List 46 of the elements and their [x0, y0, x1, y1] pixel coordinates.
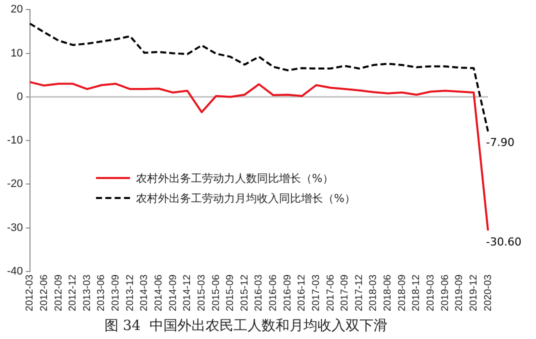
x-tick-label: 2012-06	[38, 274, 50, 312]
y-tick-label: -30	[6, 222, 23, 234]
line-series	[28, 22, 489, 132]
x-tick-label: 2017-03	[310, 274, 322, 312]
x-tick-label: 2014-09	[168, 274, 179, 312]
x-tick-label: 2014-06	[153, 274, 164, 312]
x-tick-label: 2012-03	[24, 274, 36, 312]
x-tick-label: 2014-12	[182, 274, 194, 312]
x-tick-label: 2016-03	[254, 274, 265, 312]
legend-label: 农村外出务工劳动力人数同比增长（%）	[136, 170, 334, 186]
y-tick-label: 0	[16, 90, 23, 103]
x-tick-label: 2017-06	[325, 274, 336, 312]
x-tick-label: 2012-09	[53, 274, 64, 312]
x-tick-label: 2012-12	[68, 274, 79, 312]
x-tick-label: 2015-03	[196, 274, 208, 312]
x-tick-label: 2013-03	[82, 274, 93, 312]
x-tick-label: 2013-06	[96, 274, 108, 312]
x-tick-label: 2019-12	[468, 274, 480, 312]
y-tick-label: -40	[6, 266, 23, 278]
x-tick-label: 2019-09	[454, 274, 466, 312]
legend-label: 农村外出务工劳动力月均收入同比增长（%）	[136, 190, 356, 206]
x-tick-label: 2020-03	[482, 274, 494, 312]
y-tick-label: -20	[6, 178, 23, 190]
x-tick-label: 2016-06	[268, 274, 280, 312]
x-tick-label: 2015-09	[225, 274, 236, 312]
data-label: -7.90	[486, 136, 514, 150]
x-tick-label: 2017-09	[340, 274, 351, 312]
x-tick-label: 2018-09	[396, 274, 408, 312]
x-tick-label: 2019-06	[440, 274, 451, 312]
x-tick-label: 2013-12	[124, 274, 136, 312]
y-tick-label: 10	[10, 47, 23, 60]
y-tick-label: 20	[10, 4, 23, 16]
x-tick-label: 2016-09	[282, 274, 294, 312]
text: 图 34 中国外出农民工人数和月均收入双下滑	[104, 318, 388, 334]
x-tick-label: 2018-03	[368, 274, 380, 312]
x-tick-label: 2013-09	[110, 274, 122, 312]
x-tick-label: 2017-12	[354, 274, 365, 312]
x-tick-label: 2016-12	[296, 274, 308, 312]
x-tick-label: 2018-06	[382, 274, 394, 312]
x-tick-label: 2015-06	[210, 274, 222, 312]
x-tick-label: 2019-03	[425, 274, 436, 312]
x-tick-label: 2014-03	[139, 274, 150, 312]
x-tick-label: 2018-12	[411, 274, 422, 312]
data-label: -30.60	[486, 235, 522, 248]
y-tick-label: -10	[6, 134, 23, 147]
x-tick-label: 2015-12	[239, 274, 250, 312]
